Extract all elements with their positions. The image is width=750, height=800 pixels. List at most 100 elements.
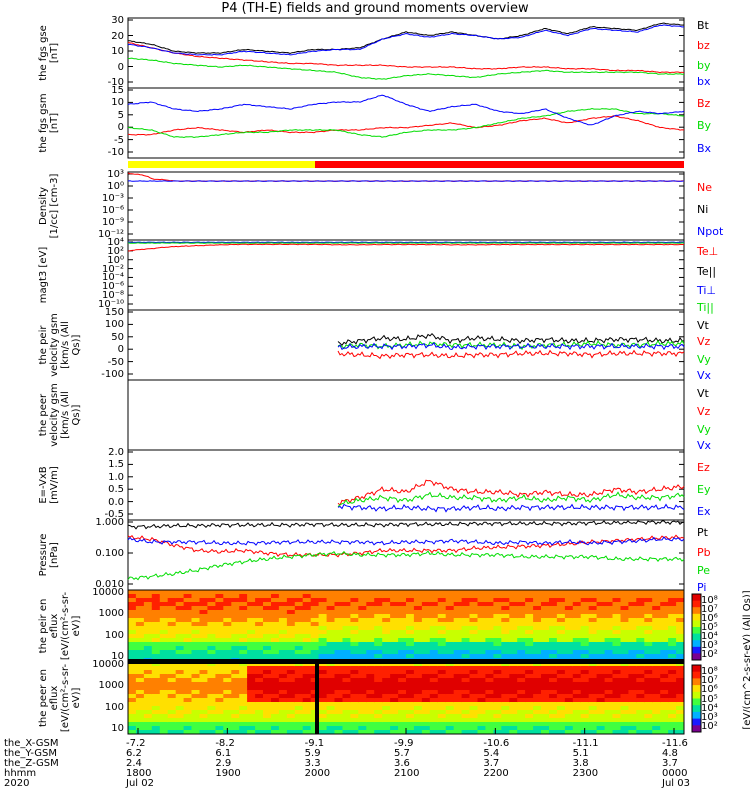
spectrogram-cell (271, 630, 280, 635)
spectrogram-cell (318, 650, 327, 655)
spectrogram-cell (286, 698, 296, 703)
spectrogram-cell (596, 682, 605, 687)
spectrogram-cell (564, 590, 574, 595)
spectrogram-cell (318, 682, 327, 687)
spectrogram-cell (652, 662, 661, 667)
spectrogram-cell (668, 694, 677, 699)
spectrogram-cell (652, 714, 661, 719)
spectrogram-cell (318, 646, 327, 651)
spectrogram-cell (390, 630, 399, 635)
spectrogram-cell (628, 634, 637, 639)
spectrogram-cell (271, 598, 280, 603)
spectrogram-cell (151, 630, 161, 635)
spectrogram-cell (660, 638, 669, 643)
spectrogram-cell (421, 710, 431, 715)
spectrogram-cell (398, 690, 407, 695)
spectrogram-cell (278, 590, 288, 595)
spectrogram-cell (398, 662, 407, 667)
spectrogram-cell (493, 602, 502, 607)
spectrogram-cell (358, 718, 367, 723)
spectrogram-cell (175, 698, 185, 703)
spectrogram-cell (406, 686, 415, 691)
spectrogram-cell (636, 630, 645, 635)
spectrogram-cell (676, 642, 685, 647)
mode-bar-fast (315, 161, 684, 168)
spectrogram-cell (413, 670, 423, 675)
spectrogram-cell (334, 630, 343, 635)
spectrogram-cell (652, 630, 661, 635)
spectrogram-cell (310, 638, 320, 643)
spectrogram-cell (549, 690, 558, 695)
spectrogram-cell (556, 606, 566, 611)
spectrogram-cell (604, 606, 613, 611)
spectrogram-cell (318, 678, 327, 683)
spectrogram-cell (413, 638, 423, 643)
spectrogram-cell (128, 654, 137, 659)
spectrogram-cell (604, 598, 613, 603)
spectrogram-cell (493, 614, 502, 619)
spectrogram-cell (183, 682, 192, 687)
spectrogram-cell (350, 638, 359, 643)
spectrogram-cell (549, 590, 558, 595)
spectrogram-cell (135, 618, 145, 623)
spectrogram-cell (509, 722, 518, 727)
spectrogram-cell (406, 634, 415, 639)
spectrogram-cell (620, 610, 629, 615)
spectrogram-cell (175, 610, 185, 615)
spectrogram-cell (501, 646, 510, 651)
spectrogram-cell (469, 682, 478, 687)
spectrogram-cell (223, 650, 232, 655)
spectrogram-cell (461, 650, 470, 655)
spectrogram-cell (628, 662, 637, 667)
spectrogram-cell (398, 686, 407, 691)
spectrogram-cell (286, 686, 296, 691)
spectrogram-cell (183, 670, 192, 675)
spectrogram-cell (159, 642, 169, 647)
spectrogram-cell (223, 642, 232, 647)
spectrogram-cell (612, 610, 621, 615)
spectrogram-cell (215, 678, 224, 683)
spectrogram-cell (278, 710, 288, 715)
spectrogram-cell (342, 706, 351, 711)
series-line-black (127, 22, 685, 55)
spectrogram-cell (135, 694, 145, 699)
spectrogram-cell (286, 714, 296, 719)
spectrogram-cell (334, 690, 343, 695)
spectrogram-cell (612, 706, 621, 711)
spectrogram-cell (660, 650, 669, 655)
ytick-label: 0.100 (95, 548, 124, 559)
spectrogram-cell (128, 678, 137, 683)
spectrogram-cell (263, 642, 272, 647)
spectrogram-cell (215, 694, 224, 699)
spectrogram-cell (310, 598, 320, 603)
spectrogram-cell (525, 678, 534, 683)
spectrogram-cell (413, 722, 423, 727)
spectrogram-cell (517, 726, 526, 731)
spectrogram-cell (175, 622, 185, 627)
spectrogram-cell (143, 626, 153, 631)
spectrogram-cell (247, 642, 256, 647)
spectrogram-cell (469, 698, 478, 703)
spectrogram-cell (326, 722, 335, 727)
spectrogram-cell (278, 642, 288, 647)
spectrogram-cell (366, 634, 375, 639)
xaxis-row-value: 3.3 (304, 758, 321, 769)
spectrogram-cell (326, 618, 335, 623)
spectrogram-cell (167, 710, 177, 715)
spectrogram-cell (493, 686, 502, 691)
spectrogram-cell (175, 722, 185, 727)
spectrogram-cell (477, 702, 486, 707)
spectrogram-cell (183, 646, 192, 651)
spectrogram-cell (326, 706, 335, 711)
spectrogram-cell (461, 630, 470, 635)
colorbar-segment (692, 705, 701, 713)
spectrogram-cell (398, 654, 407, 659)
spectrogram-cell (271, 610, 280, 615)
spectrogram-cell (167, 638, 177, 643)
spectrogram-cell (175, 654, 185, 659)
spectrogram-cell (223, 598, 232, 603)
spectrogram-cell (533, 598, 542, 603)
spectrogram-cell (143, 686, 153, 691)
spectrogram-cell (517, 598, 526, 603)
spectrogram-cell (477, 594, 486, 599)
